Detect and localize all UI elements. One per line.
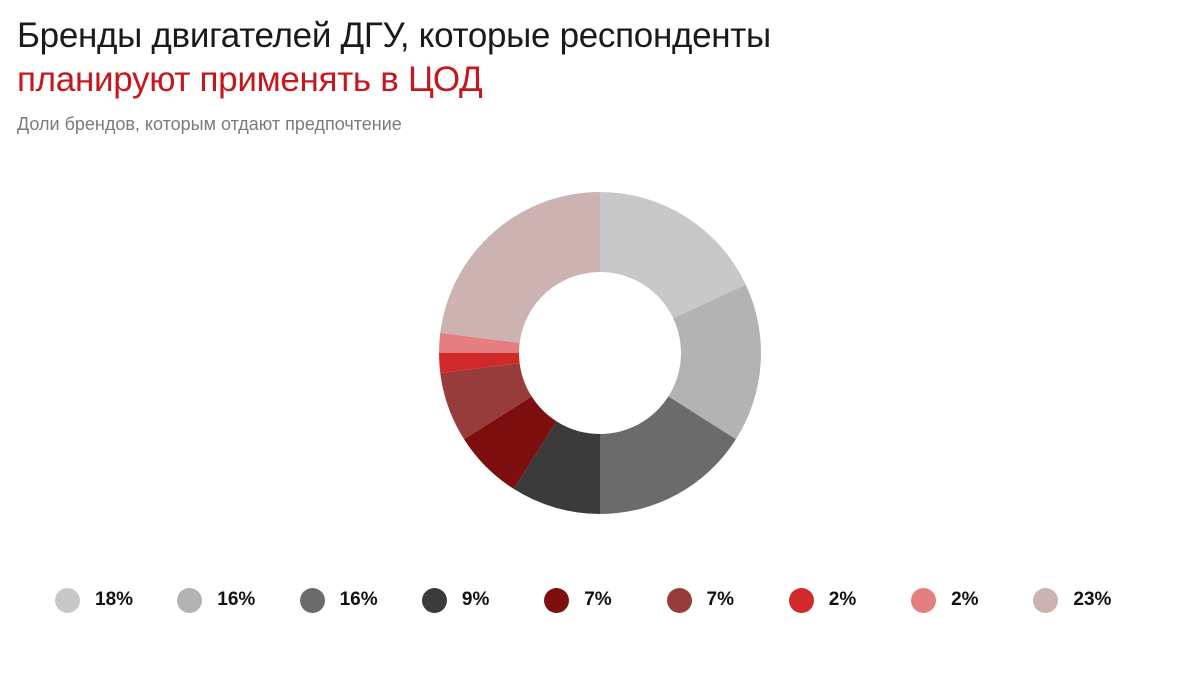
legend-swatch <box>299 587 325 613</box>
donut-slice-1 <box>600 192 746 319</box>
donut-slice-5 <box>464 396 557 489</box>
legend-swatch <box>177 587 203 613</box>
donut-slice-9 <box>440 192 600 343</box>
donut-slice-6 <box>440 363 532 440</box>
legend-item-1: 18% <box>55 585 133 615</box>
donut-slice-2 <box>668 284 762 440</box>
legend-swatch <box>1033 587 1059 613</box>
legend-item-9: 23% <box>1033 585 1111 615</box>
legend-swatch <box>788 587 814 613</box>
donut-slice-4 <box>513 421 600 514</box>
legend-label: 18% <box>95 589 134 610</box>
legend-label: 16% <box>217 589 256 610</box>
legend-item-6: 7% <box>666 585 734 615</box>
legend-label: 2% <box>828 589 857 610</box>
legend-label: 9% <box>461 589 490 610</box>
chart-title: Бренды двигателей ДГУ, которые респонден… <box>17 14 771 102</box>
legend-label: 7% <box>584 589 612 610</box>
legend-label: 2% <box>951 589 979 610</box>
legend-item-4: 9% <box>421 585 490 615</box>
legend-swatch <box>911 587 937 613</box>
legend-label: 23% <box>1073 589 1112 610</box>
legend-item-8: 2% <box>911 585 979 615</box>
legend-item-3: 16% <box>299 585 378 615</box>
legend-label: 7% <box>706 589 734 610</box>
legend: 18% 16% 16% 9% 7% 7% 2% 2% 23% <box>55 585 1155 615</box>
legend-swatch <box>55 587 80 613</box>
legend-swatch <box>544 587 570 613</box>
legend-swatch <box>666 587 692 613</box>
legend-swatch <box>421 587 447 613</box>
legend-item-7: 2% <box>788 585 857 615</box>
legend-item-2: 16% <box>177 585 255 615</box>
chart-subtitle: Доли брендов, которым отдают предпочтени… <box>17 114 402 134</box>
legend-item-5: 7% <box>544 585 612 615</box>
legend-label: 16% <box>339 589 378 610</box>
donut-slice-3 <box>600 396 736 514</box>
donut-slice-8 <box>439 332 520 353</box>
title-line-1: Бренды двигателей ДГУ, которые респонден… <box>17 16 771 55</box>
title-line-2: планируют применять в ЦОД <box>17 60 483 99</box>
donut-slice-7 <box>439 353 520 374</box>
